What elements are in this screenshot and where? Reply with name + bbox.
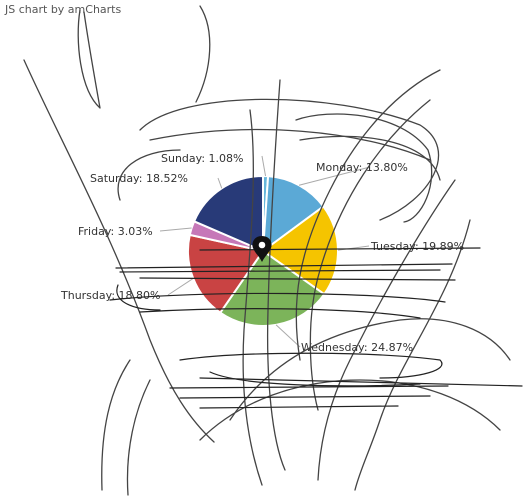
label-leader-lines — [159, 155, 371, 348]
leader-line-wednesday — [275, 324, 301, 348]
leader-line-thursday — [167, 277, 194, 296]
horizontal-scribble-lines — [109, 247, 523, 409]
slice-label-saturday: Saturday: 18.52% — [90, 172, 188, 185]
leader-line-saturday — [217, 177, 223, 189]
slice-label-friday: Friday: 3.03% — [78, 225, 153, 238]
leader-line-sunday — [261, 155, 267, 177]
slice-label-tuesday: Tuesday: 19.89% — [370, 240, 464, 253]
pie-slice-monday[interactable] — [261, 175, 325, 254]
map-pin-icon — [252, 236, 272, 262]
slice-label-sunday: Sunday: 1.08% — [161, 152, 244, 165]
pie-slice-saturday[interactable] — [192, 174, 264, 253]
leader-line-friday — [159, 227, 192, 232]
slice-label-monday: Monday: 13.80% — [316, 161, 408, 174]
leader-line-monday — [298, 166, 371, 186]
chart-credit-link[interactable]: JS chart by amCharts — [5, 3, 122, 16]
slice-label-thursday: Thursday: 18.80% — [60, 289, 161, 302]
